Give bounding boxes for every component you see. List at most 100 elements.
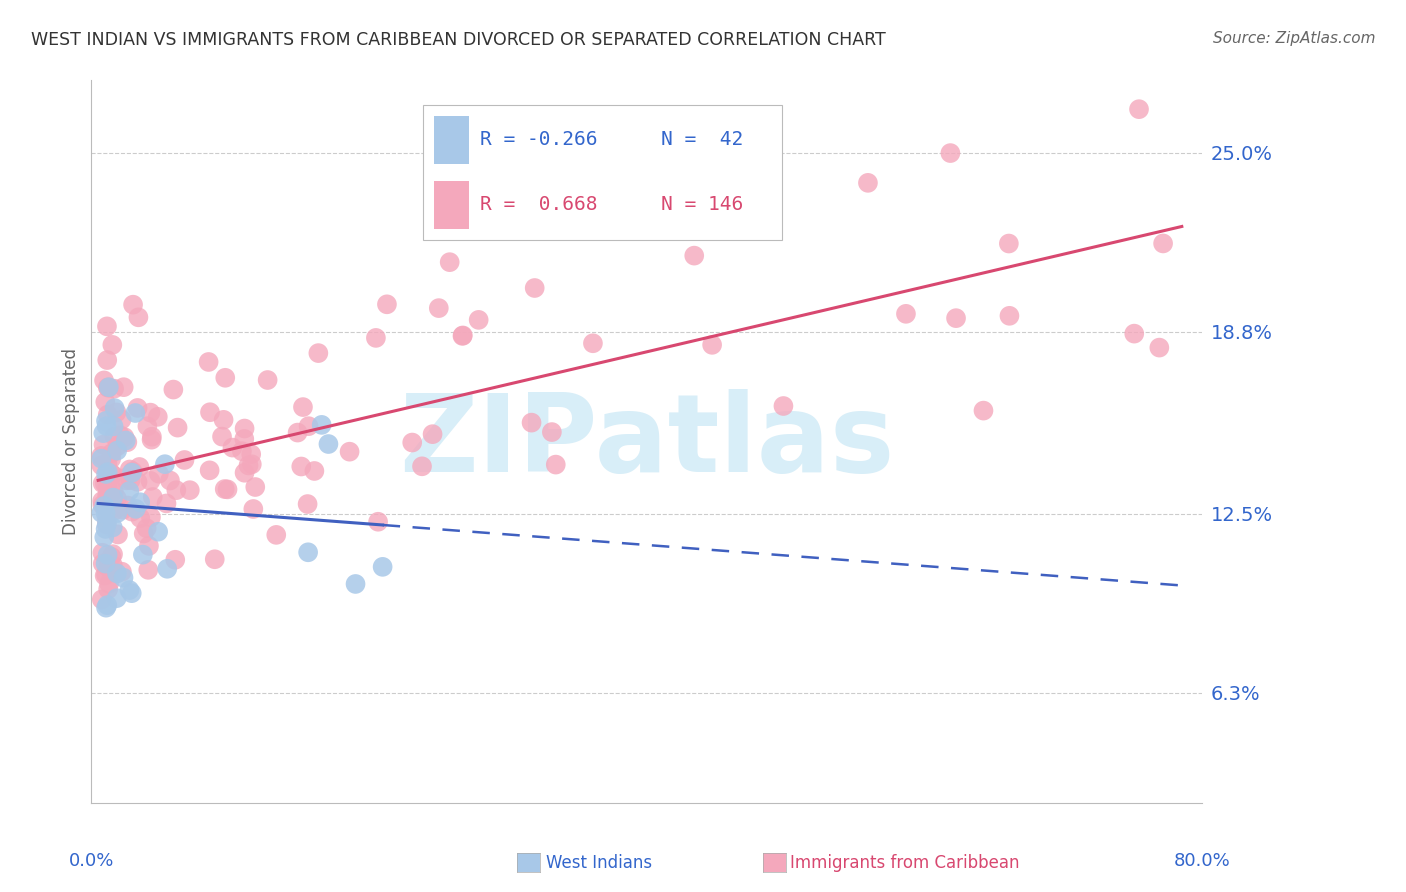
Point <box>467 313 489 327</box>
Point <box>242 502 264 516</box>
Point <box>100 549 122 564</box>
Point <box>101 491 124 505</box>
Point <box>132 526 155 541</box>
Point <box>198 405 221 419</box>
Point <box>179 483 201 498</box>
Point <box>91 546 114 560</box>
Point <box>93 568 115 582</box>
Point <box>97 381 120 395</box>
Point <box>245 480 267 494</box>
Point <box>103 382 125 396</box>
Point <box>96 456 118 470</box>
Point <box>139 510 162 524</box>
Point <box>97 465 120 479</box>
Point <box>117 435 139 450</box>
Point <box>233 466 256 480</box>
Point <box>127 310 149 325</box>
Point <box>96 516 118 531</box>
Point <box>998 309 1021 323</box>
Point <box>211 429 233 443</box>
Point <box>204 552 226 566</box>
Point <box>162 383 184 397</box>
Point <box>105 506 128 520</box>
Point <box>139 406 162 420</box>
Point <box>105 591 128 606</box>
Text: Source: ZipAtlas.com: Source: ZipAtlas.com <box>1212 31 1375 46</box>
Point <box>339 444 361 458</box>
Point <box>108 428 131 442</box>
Text: 0.0%: 0.0% <box>69 852 114 870</box>
Point <box>287 425 309 440</box>
Point <box>264 528 287 542</box>
Point <box>97 548 120 562</box>
Point <box>96 353 118 368</box>
Point <box>94 506 117 520</box>
Point <box>97 380 120 394</box>
Point <box>121 505 143 519</box>
Point <box>101 467 124 482</box>
Point <box>129 511 152 525</box>
Point <box>439 255 461 269</box>
Point <box>90 458 112 473</box>
Point <box>114 434 136 448</box>
Point <box>94 395 117 409</box>
Point <box>105 443 128 458</box>
Point <box>544 458 567 472</box>
Point <box>90 506 112 520</box>
Point <box>121 466 143 480</box>
Point <box>96 517 118 532</box>
Point <box>93 499 115 513</box>
Point <box>156 562 179 576</box>
Point <box>582 336 605 351</box>
Point <box>90 449 112 463</box>
Point <box>101 520 124 534</box>
Point <box>1128 102 1150 116</box>
Point <box>118 462 141 476</box>
Point <box>94 567 117 582</box>
Point <box>939 146 962 161</box>
Point <box>451 329 474 343</box>
Point <box>96 319 118 334</box>
Point <box>97 488 120 502</box>
Point <box>1149 341 1171 355</box>
Point <box>401 435 423 450</box>
Point <box>96 488 118 502</box>
Point <box>217 483 239 497</box>
Point <box>127 475 149 489</box>
Point <box>520 416 543 430</box>
Point <box>125 501 148 516</box>
Point <box>112 571 135 585</box>
Point <box>146 409 169 424</box>
Point <box>101 547 124 561</box>
Point <box>136 563 159 577</box>
Point <box>96 419 118 434</box>
Point <box>630 219 652 234</box>
Point <box>94 522 117 536</box>
Point <box>94 600 117 615</box>
Point <box>240 458 263 472</box>
Point <box>91 426 114 441</box>
Point <box>96 513 118 527</box>
Point <box>91 557 114 571</box>
Text: ZIPatlas: ZIPatlas <box>399 389 894 494</box>
Point <box>198 463 221 477</box>
Point <box>139 474 162 488</box>
Point <box>96 598 118 612</box>
Point <box>166 420 188 434</box>
Point <box>117 499 139 513</box>
Point <box>233 421 256 435</box>
Point <box>173 453 195 467</box>
Point <box>304 464 326 478</box>
Point <box>138 539 160 553</box>
Point <box>97 408 120 422</box>
Point <box>129 495 152 509</box>
Point <box>101 558 124 573</box>
Point <box>772 399 794 413</box>
Point <box>155 496 177 510</box>
Point <box>132 548 155 562</box>
Point <box>307 346 329 360</box>
Point <box>121 465 143 479</box>
Point <box>91 494 114 508</box>
Point <box>240 447 263 461</box>
Point <box>142 490 165 504</box>
